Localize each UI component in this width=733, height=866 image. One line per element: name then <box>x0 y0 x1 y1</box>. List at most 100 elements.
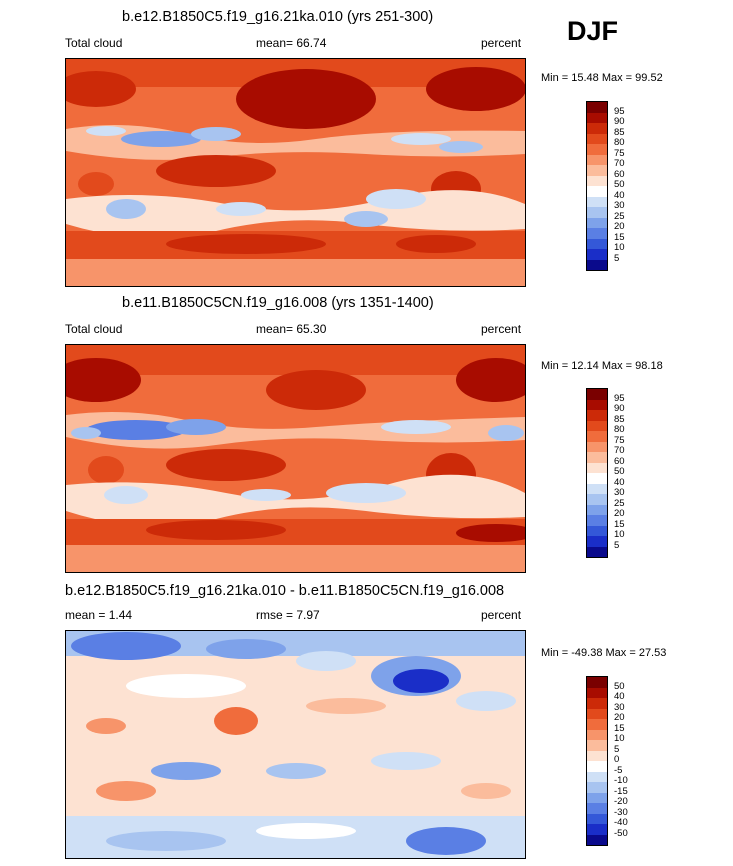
panel-1-field <box>66 59 525 286</box>
colorbar-tick-label: 90 <box>614 403 625 414</box>
colorbar-tick-label: 15 <box>614 722 625 734</box>
colorbar-swatch <box>587 207 607 218</box>
colorbar-tick-label: 50 <box>614 680 625 692</box>
colorbar-swatch <box>587 761 607 772</box>
colorbar-swatch <box>587 525 607 536</box>
colorbar-tick-label: 20 <box>614 221 625 232</box>
colorbar-tick-label: 95 <box>614 105 625 117</box>
colorbar-tick-label: 95 <box>614 392 625 404</box>
panel-2-minmax: Min = 12.14 Max = 98.18 <box>541 360 663 372</box>
colorbar-tick-label: -10 <box>614 775 628 786</box>
colorbar-tick-label: 30 <box>614 200 625 211</box>
panel-2-variable-label: Total cloud <box>65 322 123 336</box>
colorbar-swatch <box>587 719 607 730</box>
colorbar-swatch <box>587 228 607 239</box>
panel-2-mean-label: mean= 65.30 <box>256 322 327 336</box>
colorbar-swatch <box>587 102 607 113</box>
panel-3-field <box>66 631 525 858</box>
colorbar-tick-label: 10 <box>614 529 625 540</box>
colorbar-tick-label: 50 <box>614 466 625 477</box>
panel-3-mean-label: mean = 1.44 <box>65 608 133 622</box>
colorbar-swatch <box>587 515 607 526</box>
colorbar-tick-label: 30 <box>614 701 625 713</box>
colorbar-tick-label: 75 <box>614 147 625 159</box>
colorbar-swatch <box>587 399 607 410</box>
colorbar-tick-label: 70 <box>614 158 625 169</box>
colorbar-swatch <box>587 259 607 270</box>
panel-2-title: b.e11.B1850C5CN.f19_g16.008 (yrs 1351-14… <box>122 295 434 311</box>
colorbar-swatch <box>587 165 607 176</box>
colorbar-swatch <box>587 186 607 197</box>
colorbar-tick-label: 20 <box>614 712 625 723</box>
colorbar-swatch <box>587 698 607 709</box>
colorbar-tick-label: 85 <box>614 413 625 425</box>
colorbar-swatch <box>587 410 607 421</box>
colorbar-swatch <box>587 144 607 155</box>
panel-1-minmax: Min = 15.48 Max = 99.52 <box>541 72 663 84</box>
colorbar-swatch <box>587 175 607 186</box>
colorbar-swatch <box>587 803 607 814</box>
panel-1-variable-label: Total cloud <box>65 36 123 50</box>
panel-3-map <box>65 630 526 859</box>
colorbar-swatch <box>587 740 607 751</box>
colorbar-swatch <box>587 452 607 463</box>
colorbar-swatch <box>587 677 607 688</box>
colorbar-swatch <box>587 133 607 144</box>
colorbar-tick-label: 40 <box>614 476 625 488</box>
colorbar-tick-label: -30 <box>614 806 628 818</box>
colorbar-swatch <box>587 473 607 484</box>
colorbar-tick-label: 10 <box>614 242 625 253</box>
colorbar-swatch <box>587 196 607 207</box>
colorbar-swatch <box>587 536 607 547</box>
colorbar-swatch <box>587 389 607 400</box>
colorbar-swatch <box>587 441 607 452</box>
panel-3-rmse-label: rmse = 7.97 <box>256 608 320 622</box>
panel-2-units-label: percent <box>481 322 522 336</box>
colorbar-tick-label: -5 <box>614 764 623 776</box>
colorbar-swatch <box>587 687 607 698</box>
colorbar-tick-label: -40 <box>614 817 628 828</box>
colorbar-tick-label: 5 <box>614 539 620 551</box>
colorbar-swatch <box>587 813 607 824</box>
colorbar-tick-label: 0 <box>614 754 620 765</box>
colorbar-swatch <box>587 729 607 740</box>
colorbar-tick-label: 85 <box>614 126 625 138</box>
panel-1-mean-label: mean= 66.74 <box>256 36 327 50</box>
colorbar-tick-label: -15 <box>614 785 628 797</box>
colorbar-swatch <box>587 504 607 515</box>
colorbar-swatch <box>587 238 607 249</box>
colorbar-tick-label: 60 <box>614 455 625 467</box>
colorbar-swatch <box>587 462 607 473</box>
season-label: DJF <box>567 16 619 46</box>
panel-1-map <box>65 58 526 287</box>
colorbar-tick-label: 10 <box>614 733 625 744</box>
colorbar-tick-label: 5 <box>614 743 620 755</box>
colorbar-tick-label: 15 <box>614 518 625 530</box>
colorbar-tick-label: 90 <box>614 116 625 127</box>
colorbar-swatch <box>587 708 607 719</box>
colorbar-swatch <box>587 782 607 793</box>
panel-2-map <box>65 344 526 573</box>
panel-3-minmax: Min = -49.38 Max = 27.53 <box>541 647 667 659</box>
colorbar-swatch <box>587 483 607 494</box>
colorbar-tick-label: 50 <box>614 179 625 190</box>
colorbar-tick-label: 80 <box>614 137 625 148</box>
colorbar-swatch <box>587 217 607 228</box>
panel-1-title: b.e12.B1850C5.f19_g16.21ka.010 (yrs 251-… <box>122 9 434 25</box>
colorbar-tick-label: 25 <box>614 210 625 222</box>
colorbar-swatch <box>587 771 607 782</box>
colorbar-tick-label: 20 <box>614 508 625 519</box>
colorbar-tick-label: 40 <box>614 691 625 702</box>
panel-3-units-label: percent <box>481 608 522 622</box>
colorbar-swatch <box>587 494 607 505</box>
colorbar-swatch <box>587 824 607 835</box>
panel-1-units-label: percent <box>481 36 522 50</box>
colorbar-tick-label: 75 <box>614 434 625 446</box>
colorbar-tick-label: 15 <box>614 231 625 243</box>
colorbar-swatch <box>587 112 607 123</box>
colorbar-tick-label: 60 <box>614 168 625 180</box>
colorbar-tick-label: 30 <box>614 487 625 498</box>
colorbar-tick-label: -20 <box>614 796 628 807</box>
colorbar-swatch <box>587 834 607 845</box>
colorbar-swatch <box>587 420 607 431</box>
